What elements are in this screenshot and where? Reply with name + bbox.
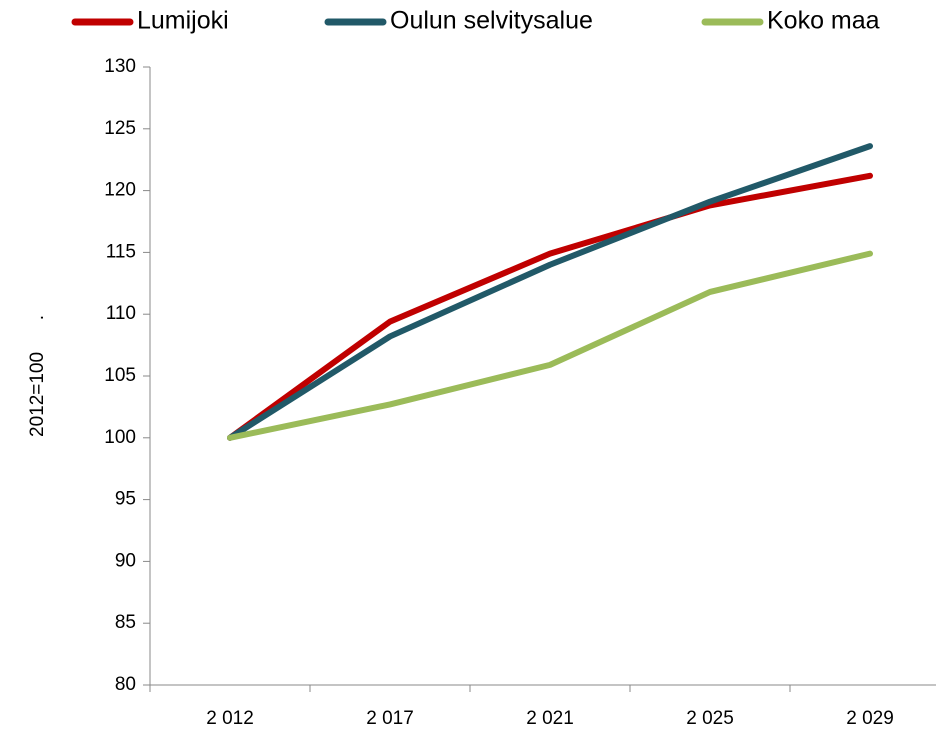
- y-tick-label: 125: [104, 118, 136, 139]
- x-tick-label: 2 021: [526, 708, 574, 729]
- x-tick-label: 2 017: [366, 708, 414, 729]
- legend-text: Oulun selvitysalue: [390, 7, 593, 35]
- x-tick-label: 2 025: [686, 708, 734, 729]
- y-tick-label: 80: [115, 674, 136, 695]
- y-tick-label: 85: [115, 612, 136, 633]
- x-tick-label: 2 012: [206, 708, 254, 729]
- series-line: [227, 250, 873, 441]
- y-tick-label: 95: [115, 489, 136, 510]
- y-tick-label: 90: [115, 550, 136, 571]
- y-tick-label: 110: [106, 303, 136, 324]
- legend-text: Koko maa: [767, 7, 880, 35]
- x-tick-label: 2 029: [846, 708, 894, 729]
- series-line: [227, 143, 873, 441]
- y-tick-label: 100: [104, 427, 136, 448]
- legend-text: Lumijoki: [137, 7, 229, 35]
- series-line: [227, 172, 873, 441]
- y-tick-label: 105: [104, 365, 136, 386]
- y-axis-label: 2012=100 .: [27, 315, 48, 437]
- y-tick-label: 120: [104, 180, 136, 201]
- y-tick-label: 130: [104, 56, 136, 77]
- y-tick-label: 115: [106, 241, 136, 262]
